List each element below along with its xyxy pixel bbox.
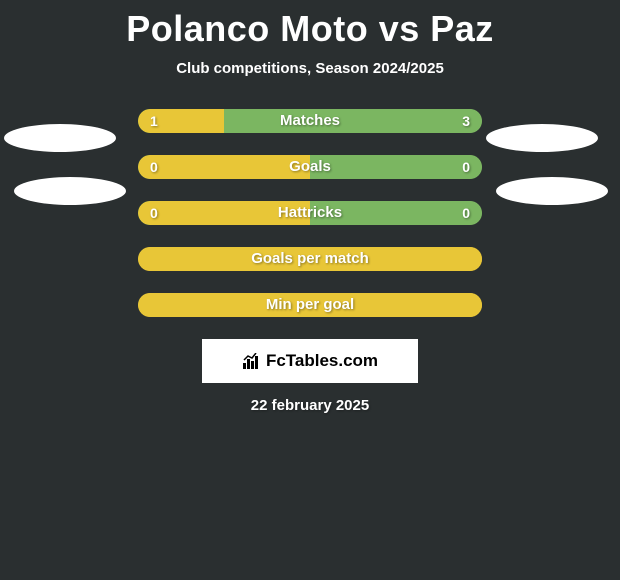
page-title: Polanco Moto vs Paz bbox=[0, 0, 620, 50]
team-badge-placeholder bbox=[486, 124, 598, 152]
stat-value-right: 0 bbox=[462, 201, 470, 225]
stat-label: Matches bbox=[138, 109, 482, 133]
stat-label: Goals per match bbox=[138, 247, 482, 271]
season-subtitle: Club competitions, Season 2024/2025 bbox=[0, 60, 620, 77]
team-badge-placeholder bbox=[14, 177, 126, 205]
stat-value-left: 1 bbox=[150, 109, 158, 133]
logo-box: FcTables.com bbox=[202, 339, 418, 383]
stat-row: Hattricks0 0 bbox=[138, 201, 482, 225]
stat-label: Goals bbox=[138, 155, 482, 179]
date-text: 22 february 2025 bbox=[0, 397, 620, 414]
stat-value-left: 0 bbox=[150, 201, 158, 225]
team-badge-placeholder bbox=[4, 124, 116, 152]
logo: FcTables.com bbox=[242, 351, 378, 371]
stat-row: Matches1 3 bbox=[138, 109, 482, 133]
stat-value-right: 3 bbox=[462, 109, 470, 133]
stat-label: Hattricks bbox=[138, 201, 482, 225]
stat-label: Min per goal bbox=[138, 293, 482, 317]
team-badge-placeholder bbox=[496, 177, 608, 205]
stat-row: Goals0 0 bbox=[138, 155, 482, 179]
stat-row: Goals per match bbox=[138, 247, 482, 271]
logo-text: FcTables.com bbox=[266, 351, 378, 371]
stat-row: Min per goal bbox=[138, 293, 482, 317]
chart-icon bbox=[242, 353, 262, 369]
stat-value-right: 0 bbox=[462, 155, 470, 179]
stats-container: Matches13Goals00Hattricks00Goals per mat… bbox=[138, 109, 482, 317]
stat-value-left: 0 bbox=[150, 155, 158, 179]
